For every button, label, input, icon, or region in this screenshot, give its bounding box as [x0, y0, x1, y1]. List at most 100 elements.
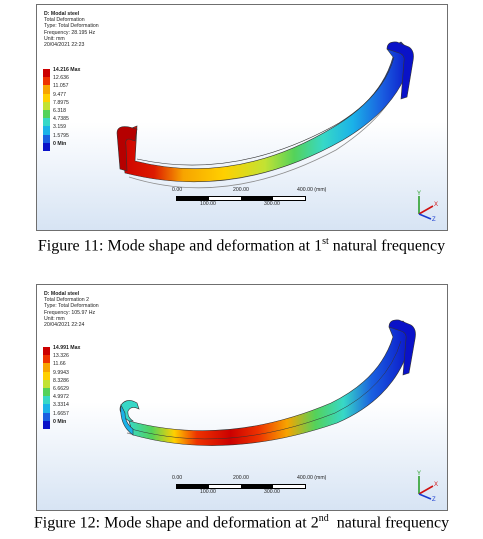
- legend-row: 6.6629: [43, 385, 103, 397]
- analysis-title: D: Modal steel: [44, 291, 80, 297]
- legend-swatch: [43, 387, 50, 397]
- result-name: Total Deformation 2: [44, 297, 89, 304]
- viewport-mode-2[interactable]: D: Modal steel Total Deformation 2 Type:…: [36, 284, 448, 511]
- legend-label: 11.66: [53, 361, 66, 368]
- spring-body: [118, 41, 412, 183]
- legend-swatch: [43, 355, 50, 364]
- spring-hook: [116, 126, 138, 172]
- scale-tick: 200.00: [233, 475, 249, 481]
- analysis-title: D: Modal steel: [44, 11, 80, 17]
- deformed-model-mode-2: [119, 319, 416, 446]
- spring-body: [128, 320, 412, 446]
- scale-tick: 400.00 (mm): [297, 187, 327, 193]
- legend-label: 9.9943: [53, 369, 69, 376]
- caption-ordinal: st: [322, 236, 329, 247]
- triad-x-label: X: [434, 482, 438, 488]
- legend-label: 7.8975: [53, 99, 69, 106]
- legend-label: 1.6657: [53, 410, 69, 417]
- scale-tick: 0.00: [172, 187, 183, 193]
- legend-label: 14.216 Max: [53, 67, 81, 73]
- legend-row: 14.216 Max: [43, 67, 103, 78]
- contour-legend: 14.991 Max 13.326 11.66 9.9943 8.3286 6.…: [43, 345, 103, 429]
- legend-row: 9.9943: [43, 369, 103, 380]
- legend-swatch: [43, 109, 50, 119]
- caption-text: natural frequency: [328, 237, 446, 255]
- scale-bar-graphic: [176, 196, 306, 201]
- legend-label: 11.057: [53, 83, 69, 90]
- figure-caption-1: Figure 11: Mode shape and deformation at…: [0, 236, 483, 255]
- legend-row: 0 Min: [43, 141, 103, 151]
- legend-row: 3.159: [43, 124, 103, 135]
- scale-tick: 200.00: [233, 187, 249, 193]
- legend-row: 12.636: [43, 75, 103, 86]
- legend-row: 1.5795: [43, 133, 103, 143]
- legend-swatch: [43, 93, 50, 102]
- legend-row: 11.66: [43, 361, 103, 372]
- legend-swatch: [43, 371, 50, 380]
- ansys-logo: ANSYS R18.1: [385, 295, 430, 317]
- legend-swatch: [43, 420, 50, 429]
- legend-label: 9.477: [53, 91, 66, 98]
- result-frequency: Frequency: 28.195 Hz: [44, 29, 96, 36]
- scale-subtick: 300.00: [264, 489, 280, 495]
- legend-swatch: [43, 118, 50, 127]
- legend-row: 13.326: [43, 353, 103, 364]
- result-timestamp: 20/04/2021 22:23: [44, 42, 85, 49]
- contour-legend: 14.216 Max 12.636 11.057 9.477 7.8975 6.…: [43, 67, 103, 151]
- triad-y-label: Y: [417, 191, 421, 197]
- legend-row: 0 Min: [43, 418, 103, 429]
- legend-label: 6.318: [53, 107, 66, 114]
- triad-y-label: Y: [417, 471, 421, 477]
- caption-text: natural frequency: [328, 514, 450, 532]
- legend-row: 11.057: [43, 83, 103, 94]
- legend-swatch: [43, 412, 50, 421]
- legend-row: 1.6657: [43, 410, 103, 421]
- ansys-logo: ANSYS R18.1: [385, 15, 430, 37]
- legend-swatch: [43, 101, 50, 110]
- scale-subtick: 100.00: [200, 201, 216, 207]
- axis-triad-icon[interactable]: Y X Z: [411, 188, 439, 222]
- result-info: D: Modal steel Total Deformation Type: T…: [44, 11, 99, 48]
- legend-row: 4.9972: [43, 394, 103, 405]
- result-info: D: Modal steel Total Deformation 2 Type:…: [44, 291, 99, 328]
- legend-swatch: [43, 77, 50, 86]
- legend-label: 4.9972: [53, 394, 69, 401]
- legend-swatch: [43, 134, 50, 143]
- legend-label: 3.3314: [53, 402, 69, 409]
- caption-text: Figure 12: Mode shape and deformation at…: [33, 514, 319, 532]
- spring-edge: [130, 340, 402, 440]
- result-type: Type: Total Deformation: [44, 23, 99, 30]
- legend-label: 0 Min: [53, 418, 67, 425]
- legend-swatch: [43, 347, 50, 356]
- legend-swatch: [43, 396, 50, 405]
- legend-swatch: [43, 85, 50, 94]
- legend-label: 3.159: [53, 124, 66, 131]
- legend-label: 13.326: [53, 353, 69, 360]
- legend-label: 6.6629: [53, 385, 69, 392]
- legend-label: 12.636: [53, 75, 69, 82]
- scale-subtick: 100.00: [200, 489, 216, 495]
- legend-row: 7.8975: [43, 99, 103, 110]
- result-timestamp: 20/04/2021 22:24: [44, 322, 85, 329]
- spring-hook: [386, 41, 414, 100]
- legend-row: 8.3286: [43, 378, 103, 388]
- legend-swatch: [43, 363, 50, 372]
- result-unit: Unit: mm: [44, 315, 65, 322]
- caption-text: Figure 11: Mode shape and deformation at…: [37, 237, 323, 255]
- axis-triad-icon[interactable]: Y X Z: [411, 468, 439, 502]
- legend-swatch: [43, 404, 50, 413]
- triad-z-label: Z: [432, 497, 436, 502]
- result-type: Type: Total Deformation: [44, 303, 99, 310]
- caption-ordinal: nd: [318, 513, 329, 524]
- viewport-mode-1[interactable]: D: Modal steel Total Deformation Type: T…: [36, 4, 448, 231]
- scale-bar-graphic: [176, 484, 306, 489]
- scale-bar: 0.00 200.00 400.00 (mm) 100.00 300.00: [172, 187, 328, 211]
- triad-z-label: Z: [432, 217, 436, 222]
- legend-row: 14.991 Max: [43, 345, 103, 356]
- legend-row: 9.477: [43, 91, 103, 102]
- scale-subtick: 300.00: [264, 201, 280, 207]
- legend-swatch: [43, 126, 50, 135]
- legend-row: 4.7385: [43, 116, 103, 127]
- legend-swatch: [43, 69, 50, 78]
- spring-hook: [388, 319, 416, 376]
